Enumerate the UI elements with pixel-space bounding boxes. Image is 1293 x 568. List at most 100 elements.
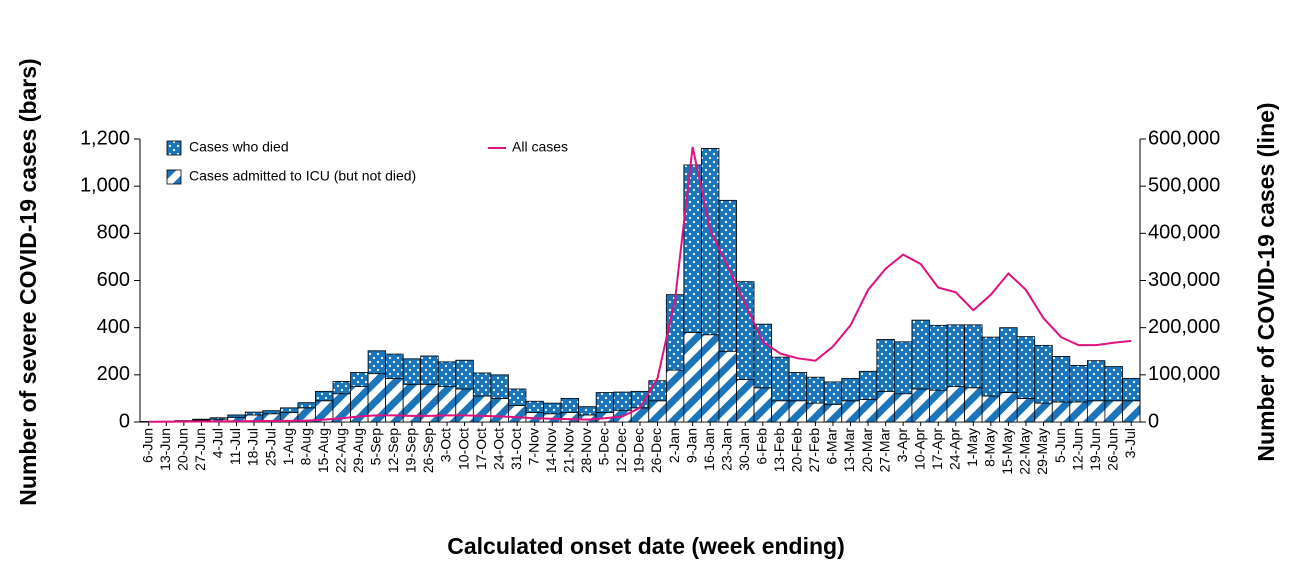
bar bbox=[351, 372, 369, 386]
x-tick-label: 6-Feb bbox=[754, 428, 770, 465]
bar bbox=[947, 387, 965, 422]
y-tick-label: 400 bbox=[97, 316, 130, 338]
bar bbox=[842, 378, 860, 400]
x-tick-label: 6-Mar bbox=[824, 428, 840, 465]
x-tick-label: 5-Sep bbox=[368, 428, 384, 466]
x-tick-label: 13-Feb bbox=[771, 428, 787, 473]
bar bbox=[824, 404, 842, 422]
bar bbox=[965, 325, 983, 388]
y-tick-label: 0 bbox=[119, 410, 130, 432]
x-tick-label: 20-Jun bbox=[175, 428, 191, 471]
bar bbox=[280, 408, 298, 413]
bar bbox=[596, 393, 614, 413]
x-tick-label: 4-Jul bbox=[210, 428, 226, 458]
bar bbox=[965, 388, 983, 422]
x-tick-label: 29-May bbox=[1034, 428, 1050, 475]
bar bbox=[877, 339, 895, 391]
bar bbox=[1105, 367, 1123, 401]
bar bbox=[1000, 393, 1018, 422]
bar bbox=[456, 360, 474, 389]
bar bbox=[1052, 356, 1070, 402]
x-tick-label: 12-Dec bbox=[613, 428, 629, 473]
bar bbox=[228, 415, 246, 417]
x-tick-label: 26-Dec bbox=[648, 428, 664, 473]
x-tick-label: 24-Apr bbox=[946, 428, 962, 470]
legend-label: All cases bbox=[512, 139, 568, 155]
bar bbox=[438, 387, 456, 422]
x-tick-label: 30-Jan bbox=[736, 428, 752, 471]
x-tick-label: 3-Apr bbox=[894, 428, 910, 463]
y-axis-title: Number of severe COVID-19 cases (bars) bbox=[15, 58, 41, 505]
bar bbox=[947, 325, 965, 387]
x-tick-label: 7-Nov bbox=[525, 428, 541, 465]
bar bbox=[1087, 401, 1105, 422]
bar bbox=[1017, 337, 1035, 399]
bar bbox=[561, 413, 579, 422]
y2-tick-label: 100,000 bbox=[1148, 363, 1220, 385]
legend-swatch bbox=[167, 170, 181, 184]
x-tick-label: 5-Dec bbox=[596, 428, 612, 465]
bar bbox=[263, 411, 281, 414]
y2-axis-title: Number of COVID-19 cases (line) bbox=[1253, 102, 1279, 461]
x-tick-label: 3-Oct bbox=[438, 428, 454, 462]
bar bbox=[386, 354, 404, 378]
bar bbox=[789, 401, 807, 422]
bar bbox=[579, 407, 597, 415]
x-tick-label: 9-Jan bbox=[683, 428, 699, 463]
bar bbox=[719, 351, 737, 422]
bar bbox=[561, 398, 579, 412]
y2-tick-label: 200,000 bbox=[1148, 316, 1220, 338]
bar bbox=[1017, 398, 1035, 422]
bar bbox=[438, 362, 456, 387]
x-tick-label: 31-Oct bbox=[508, 428, 524, 470]
y2-tick-label: 0 bbox=[1148, 410, 1159, 432]
bar bbox=[684, 332, 702, 422]
x-tick-label: 18-Jul bbox=[245, 428, 261, 466]
x-tick-label: 10-Oct bbox=[455, 428, 471, 470]
bar bbox=[1070, 402, 1088, 422]
y2-tick-label: 400,000 bbox=[1148, 222, 1220, 244]
x-tick-label: 1-Aug bbox=[280, 428, 296, 465]
bar bbox=[491, 375, 509, 399]
x-tick-label: 22-May bbox=[1017, 428, 1033, 475]
x-tick-label: 26-Jun bbox=[1104, 428, 1120, 471]
y-tick-label: 200 bbox=[97, 363, 130, 385]
bar bbox=[491, 398, 509, 422]
x-tick-label: 8-Aug bbox=[297, 428, 313, 465]
bar bbox=[1035, 403, 1053, 422]
bar bbox=[684, 165, 702, 332]
bar bbox=[1087, 361, 1105, 401]
x-tick-label: 15-Aug bbox=[315, 428, 331, 473]
bar bbox=[333, 381, 351, 393]
bar bbox=[719, 200, 737, 351]
bar bbox=[421, 356, 439, 384]
bar bbox=[807, 403, 825, 422]
legend-label: Cases who died bbox=[189, 139, 289, 155]
bar bbox=[859, 400, 877, 422]
bar bbox=[982, 337, 1000, 396]
bar bbox=[842, 401, 860, 422]
bar bbox=[1000, 328, 1018, 393]
bar bbox=[807, 377, 825, 403]
legend-swatch bbox=[167, 141, 181, 155]
bar bbox=[544, 403, 562, 414]
bar bbox=[701, 335, 719, 422]
bar bbox=[649, 381, 667, 401]
x-tick-label: 17-Oct bbox=[473, 428, 489, 470]
x-tick-label: 20-Mar bbox=[859, 428, 875, 473]
x-tick-label: 27-Jun bbox=[192, 428, 208, 471]
x-tick-label: 27-Mar bbox=[876, 428, 892, 473]
y-tick-label: 800 bbox=[97, 222, 130, 244]
x-tick-label: 14-Nov bbox=[543, 428, 559, 473]
bar bbox=[403, 359, 421, 384]
bar bbox=[1035, 345, 1053, 403]
x-tick-label: 6-Jun bbox=[139, 428, 155, 463]
bar bbox=[754, 388, 772, 422]
x-axis-title: Calculated onset date (week ending) bbox=[447, 533, 844, 559]
bar bbox=[929, 325, 947, 390]
bar bbox=[894, 342, 912, 394]
bar bbox=[877, 391, 895, 422]
bar bbox=[912, 389, 930, 422]
x-tick-label: 19-Dec bbox=[631, 428, 647, 473]
